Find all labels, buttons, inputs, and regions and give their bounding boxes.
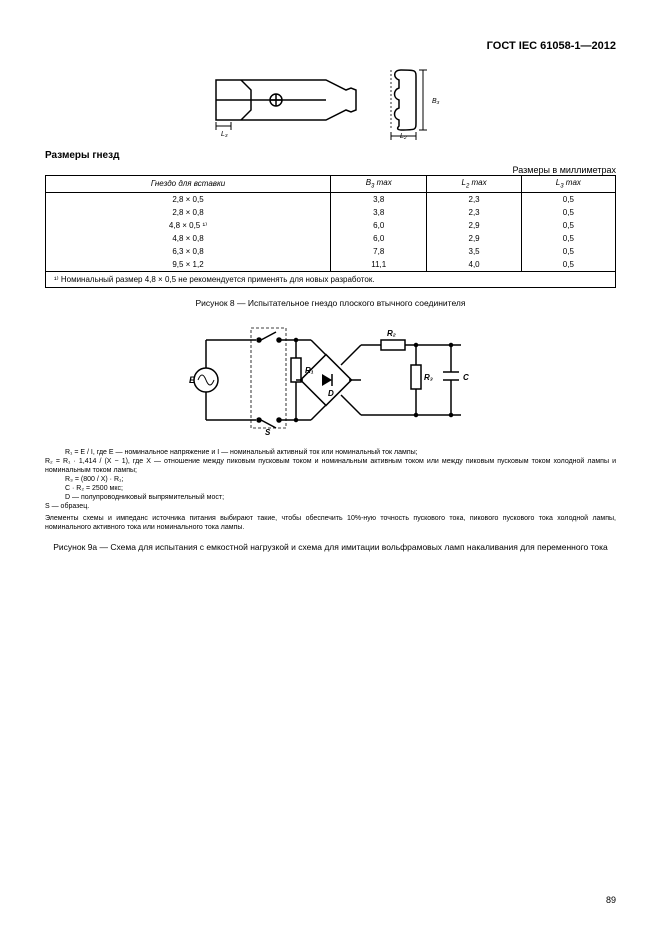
col-header-l3: L3 max [521, 176, 615, 193]
units-label: Размеры в миллиметрах [45, 165, 616, 175]
col-header-b3: B3 max [331, 176, 427, 193]
table-cell: 2,8 × 0,8 [46, 206, 331, 219]
figure-9a-circuit: E R₁ R₂ R₃ C D S [181, 320, 481, 440]
socket-dimensions-table: Гнездо для вставки B3 max L2 max L3 max … [45, 175, 616, 288]
table-cell: 6,3 × 0,8 [46, 245, 331, 258]
table-cell: 0,5 [521, 258, 615, 272]
note-line: Элементы схемы и импеданс источника пита… [45, 514, 616, 532]
label-R3: R₃ [424, 373, 433, 382]
table-cell: 0,5 [521, 245, 615, 258]
label-R2: R₂ [387, 329, 396, 338]
table-cell: 0,5 [521, 192, 615, 206]
table-cell: 4,0 [427, 258, 521, 272]
label-E: E [189, 375, 196, 385]
table-cell: 2,9 [427, 219, 521, 232]
table-cell: 9,5 × 1,2 [46, 258, 331, 272]
label-S: S [265, 428, 271, 437]
table-cell: 0,5 [521, 206, 615, 219]
col-header-l2: L2 max [427, 176, 521, 193]
note-line: R₃ = (800 / X) · R₁; [45, 475, 616, 484]
table-cell: 2,8 × 0,5 [46, 192, 331, 206]
table-cell: 7,8 [331, 245, 427, 258]
table-cell: 11,1 [331, 258, 427, 272]
table-cell: 3,8 [331, 192, 427, 206]
table-cell: 0,5 [521, 219, 615, 232]
label-R1: R₁ [305, 366, 314, 375]
table-cell: 6,0 [331, 232, 427, 245]
figure-8-caption: Рисунок 8 — Испытательное гнездо плоског… [45, 298, 616, 308]
dim-l2-label: L₂ [400, 133, 407, 140]
note-line: R₂ = R₁ · 1,414 / (X − 1), где X — отнош… [45, 457, 616, 475]
dim-l3-label: L₃ [221, 131, 228, 138]
label-C: C [463, 373, 469, 382]
note-line: R₁ = E / I, где E — номинальное напряжен… [45, 448, 616, 457]
table-cell: 6,0 [331, 219, 427, 232]
table-cell: 4,8 × 0,5 ¹⁾ [46, 219, 331, 232]
figure-8-drawing: L₃ B₃ L₂ [196, 60, 466, 140]
table-cell: 0,5 [521, 232, 615, 245]
table-cell: 2,9 [427, 232, 521, 245]
section-title: Размеры гнезд [45, 150, 616, 161]
table-cell: 4,8 × 0,8 [46, 232, 331, 245]
figure-9a-caption: Рисунок 9а — Схема для испытания с емкос… [45, 542, 616, 552]
note-line: S — образец. [45, 502, 616, 511]
table-footnote: ¹⁾ Номинальный размер 4,8 × 0,5 не реком… [46, 271, 616, 287]
note-line: C · R₂ = 2500 мкс; [45, 484, 616, 493]
label-D: D [328, 389, 334, 398]
page-number: 89 [606, 895, 616, 905]
table-cell: 2,3 [427, 206, 521, 219]
table-cell: 2,3 [427, 192, 521, 206]
document-standard-id: ГОСТ IEC 61058-1—2012 [45, 40, 616, 52]
dim-b3-label: B₃ [432, 98, 440, 105]
note-line: D — полупроводниковый выпрямительный мос… [45, 493, 616, 502]
table-cell: 3,5 [427, 245, 521, 258]
circuit-notes: R₁ = E / I, где E — номинальное напряжен… [45, 448, 616, 533]
table-cell: 3,8 [331, 206, 427, 219]
col-header-socket: Гнездо для вставки [46, 176, 331, 193]
